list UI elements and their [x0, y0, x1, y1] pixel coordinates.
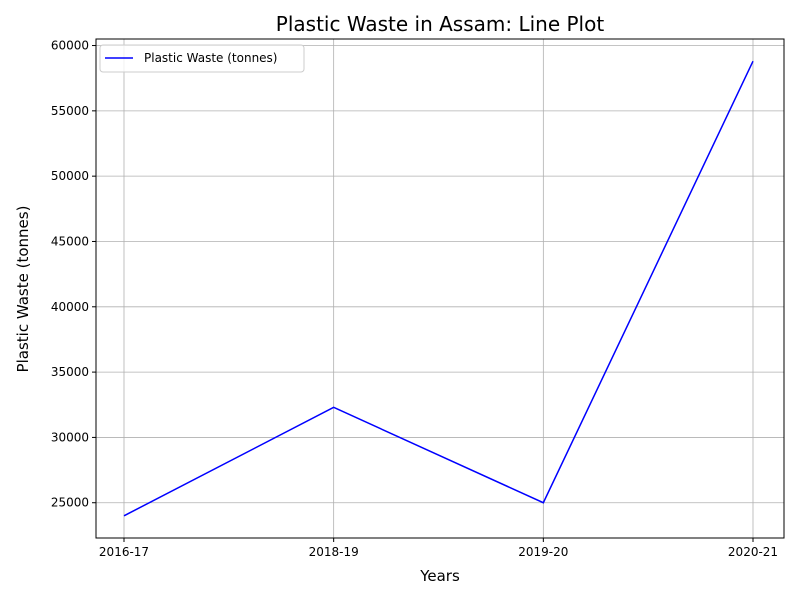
y-axis-label: Plastic Waste (tonnes): [14, 206, 32, 373]
series-lines: [123, 60, 754, 517]
y-tick-label: 40000: [51, 300, 89, 314]
x-axis-label: Years: [419, 567, 460, 585]
series-line: [123, 60, 754, 517]
legend: Plastic Waste (tonnes): [99, 44, 305, 73]
x-tick-label: 2016-17: [99, 545, 149, 559]
y-tick-label: 60000: [51, 39, 89, 53]
y-tick-label: 25000: [51, 496, 89, 510]
y-tick-label: 55000: [51, 104, 89, 118]
x-tick-label: 2020-21: [728, 545, 778, 559]
x-tick-label: 2019-20: [518, 545, 568, 559]
chart-title: Plastic Waste in Assam: Line Plot: [276, 12, 605, 36]
legend-box: [99, 44, 305, 73]
x-axis-ticks: 2016-17 2018-19 2019-20 2020-21: [99, 538, 778, 559]
y-tick-label: 50000: [51, 169, 89, 183]
x-tick-label: 2018-19: [309, 545, 359, 559]
y-tick-label: 35000: [51, 365, 89, 379]
y-axis-ticks: 25000 30000 35000 40000 45000 50000 55000 60000: [51, 39, 96, 510]
y-tick-label: 30000: [51, 430, 89, 444]
legend-entry-label: Plastic Waste (tonnes): [144, 51, 278, 65]
grid-lines: [96, 39, 784, 538]
y-tick-label: 45000: [51, 234, 89, 248]
plot-frame: [95, 38, 785, 539]
